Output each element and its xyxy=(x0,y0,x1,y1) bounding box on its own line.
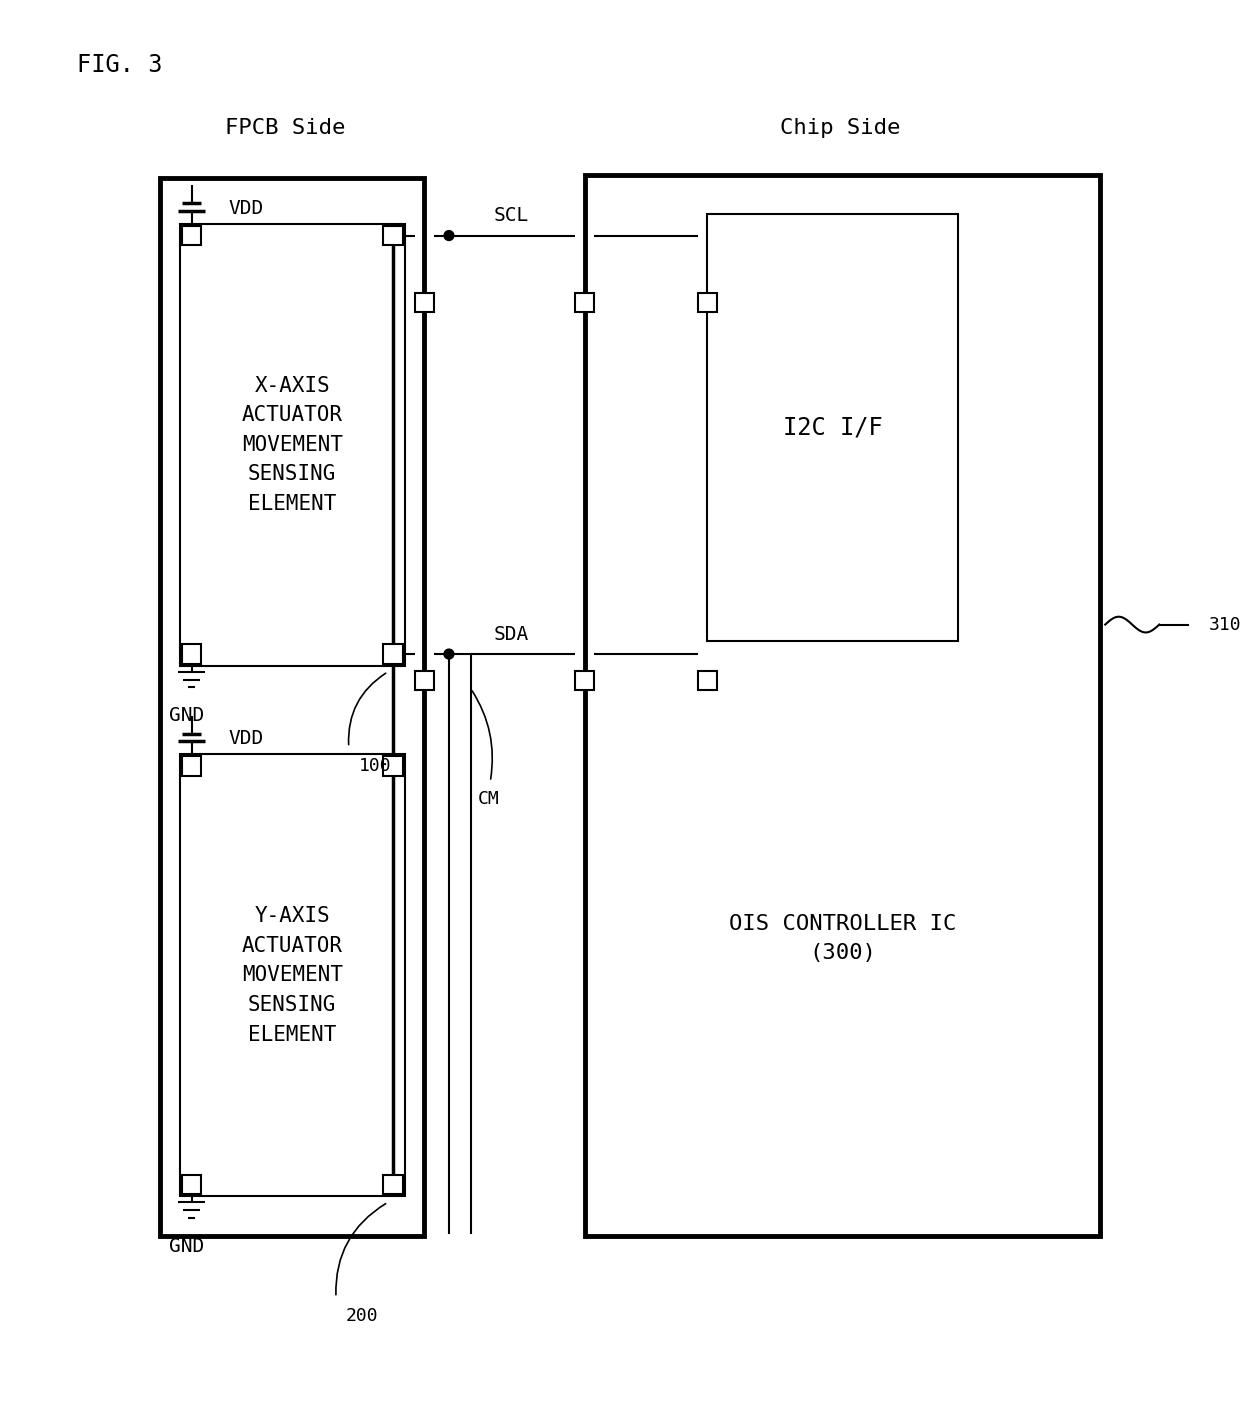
Text: GND: GND xyxy=(169,1236,205,1256)
Bar xyxy=(584,174,1100,1236)
Bar xyxy=(414,292,434,312)
Bar xyxy=(383,1175,403,1195)
Bar xyxy=(182,645,201,665)
Text: SDA: SDA xyxy=(494,625,528,645)
Bar xyxy=(383,756,403,776)
Text: CM: CM xyxy=(477,790,500,807)
Bar xyxy=(574,292,594,312)
Bar xyxy=(383,225,403,245)
Text: VDD: VDD xyxy=(229,729,264,749)
Text: Y-AXIS
ACTUATOR
MOVEMENT
SENSING
ELEMENT: Y-AXIS ACTUATOR MOVEMENT SENSING ELEMENT xyxy=(242,906,342,1044)
Bar xyxy=(182,1175,201,1195)
Bar xyxy=(180,754,404,1196)
Bar xyxy=(182,756,201,776)
Text: OIS CONTROLLER IC
(300): OIS CONTROLLER IC (300) xyxy=(729,914,956,963)
Text: 200: 200 xyxy=(346,1308,378,1325)
Bar xyxy=(160,178,424,1236)
Text: Chip Side: Chip Side xyxy=(780,118,900,138)
Bar xyxy=(182,225,201,245)
Text: FPCB Side: FPCB Side xyxy=(224,118,345,138)
Text: 100: 100 xyxy=(358,757,391,776)
Text: I2C I/F: I2C I/F xyxy=(782,415,883,439)
Text: SCL: SCL xyxy=(494,207,528,225)
Bar xyxy=(698,292,717,312)
Bar xyxy=(707,214,957,642)
Bar xyxy=(574,670,594,690)
Bar xyxy=(180,224,404,666)
Text: X-AXIS
ACTUATOR
MOVEMENT
SENSING
ELEMENT: X-AXIS ACTUATOR MOVEMENT SENSING ELEMENT xyxy=(242,375,342,513)
Text: VDD: VDD xyxy=(229,198,264,218)
Text: GND: GND xyxy=(169,706,205,726)
Text: FIG. 3: FIG. 3 xyxy=(77,53,162,77)
Circle shape xyxy=(444,649,454,659)
Bar xyxy=(698,670,717,690)
Text: 310: 310 xyxy=(1208,616,1240,633)
Circle shape xyxy=(444,231,454,241)
Bar xyxy=(414,670,434,690)
Bar xyxy=(383,645,403,665)
